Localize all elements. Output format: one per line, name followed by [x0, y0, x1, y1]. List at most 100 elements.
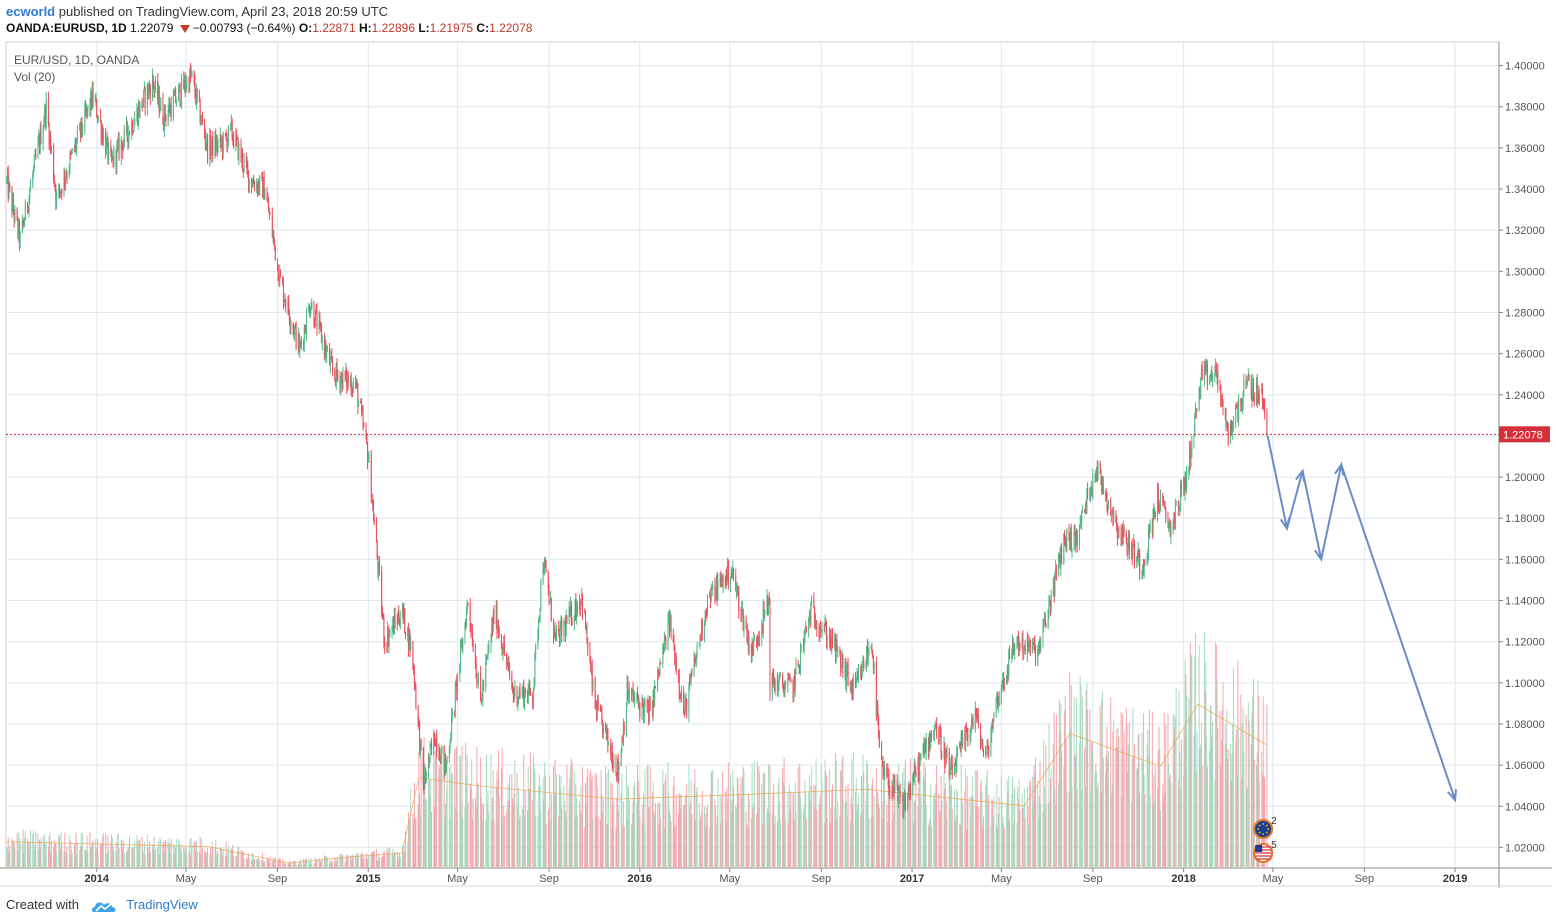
candle-body: [230, 123, 232, 126]
candle-body: [1003, 673, 1005, 683]
candle-body: [626, 682, 628, 705]
volume-bar: [852, 803, 854, 868]
candle-body: [47, 98, 49, 125]
candle-body: [465, 624, 467, 628]
candle-body: [361, 409, 363, 413]
volume-bar: [1112, 731, 1114, 868]
volume-bar: [1221, 739, 1223, 868]
volume-bar: [487, 790, 489, 868]
candle-body: [1128, 533, 1130, 550]
volume-bar: [158, 854, 160, 868]
volume-bar: [477, 782, 479, 868]
volume-bar: [930, 784, 932, 868]
volume-bar: [618, 772, 620, 868]
volume-bar: [1075, 757, 1077, 868]
volume-bar: [794, 782, 796, 868]
volume-bar: [711, 773, 713, 868]
candle-body: [74, 141, 76, 150]
candle-body: [92, 88, 94, 101]
candle-body: [196, 88, 198, 97]
volume-bar: [753, 760, 755, 868]
volume-bar: [651, 791, 653, 868]
volume-bar: [1043, 739, 1045, 868]
volume-bar: [332, 861, 334, 868]
volume-bar: [232, 844, 234, 868]
candle-body: [377, 558, 379, 573]
volume-bar: [391, 853, 393, 868]
volume-bar: [532, 799, 534, 868]
candle-body: [701, 619, 703, 641]
volume-bar: [720, 822, 722, 868]
volume-bar: [1179, 752, 1181, 868]
volume-bar: [110, 842, 112, 868]
candle-body: [860, 671, 862, 678]
volume-bar: [313, 863, 315, 868]
author-name[interactable]: ecworld: [6, 4, 56, 19]
volume-bar: [1191, 654, 1193, 868]
volume-bar: [314, 856, 316, 868]
volume-bar: [654, 815, 656, 868]
candle-body: [152, 75, 154, 99]
candle-body: [545, 567, 547, 573]
candle-body: [1044, 615, 1046, 625]
candle-body: [1261, 389, 1263, 403]
volume-bar: [27, 841, 29, 868]
volume-bar: [1194, 633, 1196, 868]
candle-body: [149, 85, 151, 89]
volume-bar: [745, 811, 747, 868]
volume-bar: [1090, 790, 1092, 868]
candle-body: [1086, 489, 1088, 508]
volume-bar: [1211, 736, 1213, 868]
volume-bar: [830, 807, 832, 868]
volume-bar: [245, 857, 247, 868]
volume-bar: [365, 857, 367, 868]
volume-bar: [503, 805, 505, 868]
volume-bar: [425, 798, 427, 868]
y-tick-label: 1.28000: [1505, 307, 1545, 319]
volume-bar: [761, 783, 763, 868]
volume-bar: [1028, 825, 1030, 868]
x-tick-label: 2018: [1171, 873, 1195, 885]
candle-body: [1003, 682, 1005, 684]
candle-body: [12, 198, 14, 212]
volume-bar: [757, 807, 759, 868]
candle-body: [293, 328, 295, 336]
candle-body: [428, 756, 430, 778]
candle-body: [573, 615, 575, 625]
volume-bar: [538, 774, 540, 868]
volume-bar: [39, 848, 41, 868]
price-change: −0.00793 (−0.64%): [192, 21, 296, 35]
candle-body: [407, 627, 409, 650]
candle-body: [673, 642, 675, 646]
volume-bar: [33, 845, 35, 868]
candle-body: [777, 685, 779, 692]
volume-bar: [1198, 645, 1200, 868]
volume-bar: [1007, 791, 1009, 868]
candle-body: [669, 612, 671, 630]
candle-body: [894, 780, 896, 794]
volume-ma-line: [5, 703, 1268, 864]
volume-bar: [662, 769, 664, 868]
tradingview-link[interactable]: TradingView: [126, 897, 198, 912]
candle-body: [56, 194, 58, 203]
candle-body: [521, 690, 523, 697]
volume-bar: [240, 849, 242, 868]
candle-body: [466, 602, 468, 610]
volume-bar: [111, 837, 113, 868]
candle-body: [386, 646, 388, 649]
volume-bar: [1021, 793, 1023, 868]
volume-bar: [677, 814, 679, 868]
candle-body: [1071, 548, 1073, 551]
volume-bar: [954, 821, 956, 868]
candle-body: [778, 677, 780, 686]
volume-bar: [972, 797, 974, 868]
volume-bar: [991, 798, 993, 868]
candle-body: [21, 220, 23, 233]
volume-bar: [737, 778, 739, 868]
volume-bar: [884, 782, 886, 868]
candle-body: [887, 770, 889, 785]
candle-body: [615, 758, 617, 774]
candle-body: [712, 584, 714, 589]
volume-bar: [195, 840, 197, 868]
